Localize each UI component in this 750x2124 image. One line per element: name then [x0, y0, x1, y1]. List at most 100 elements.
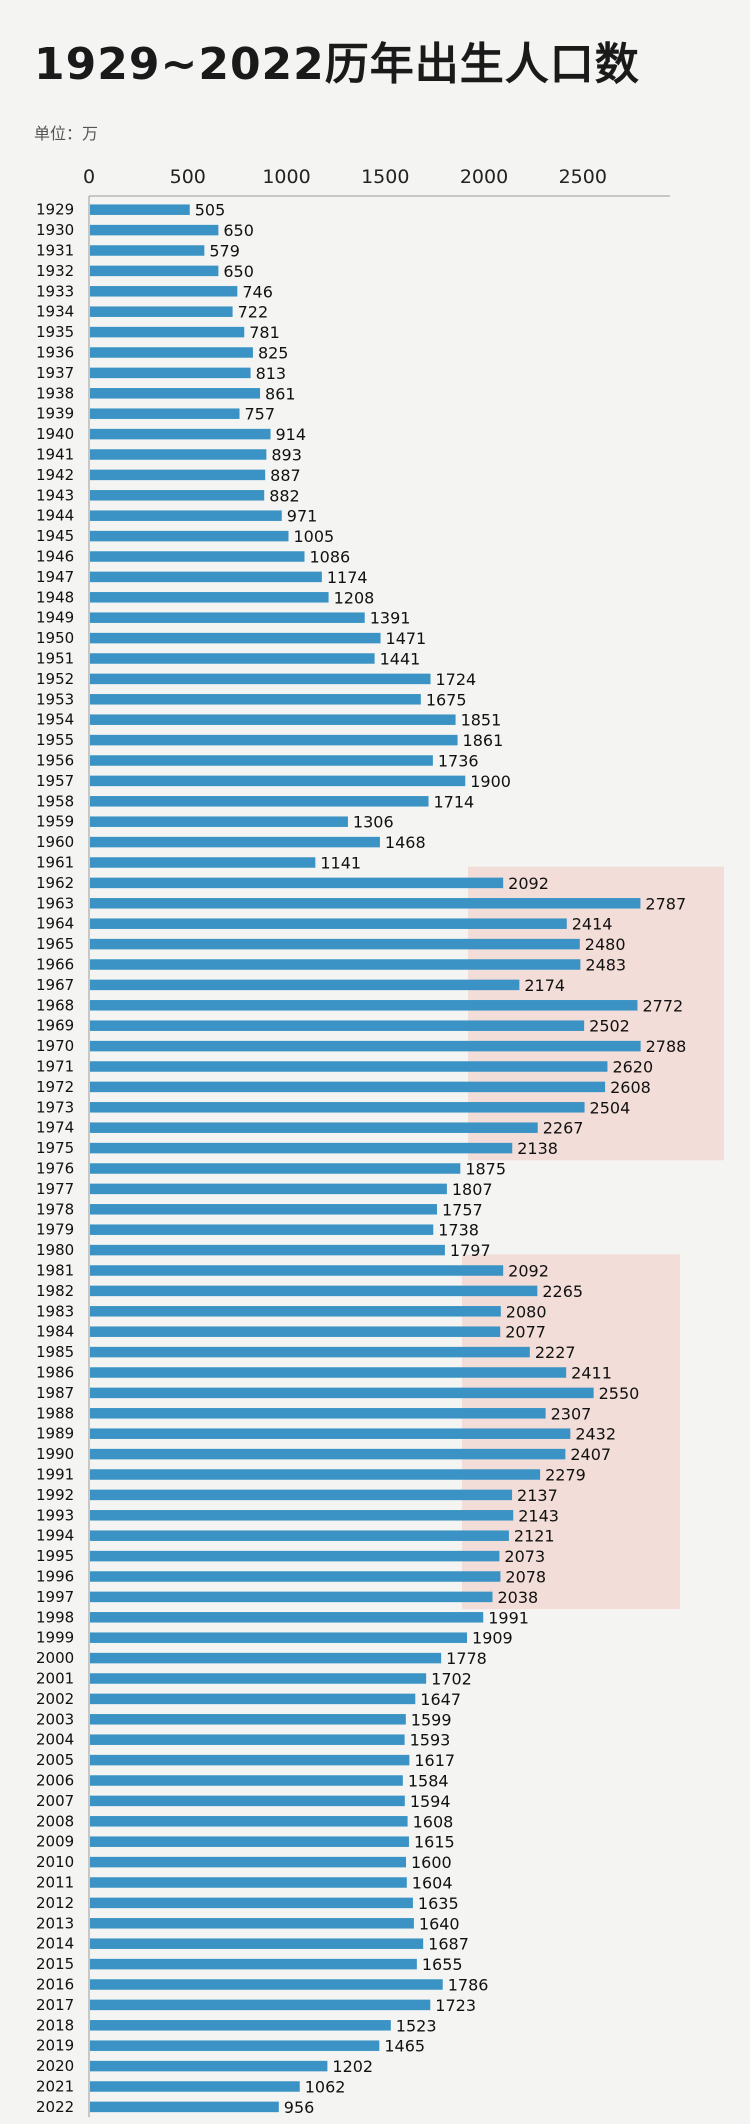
bar-1976: [90, 1163, 461, 1174]
year-label: 1952: [36, 670, 74, 688]
value-label-1950: 1471: [386, 629, 427, 648]
bar-1994: [90, 1530, 509, 1541]
year-label: 2014: [36, 1935, 74, 1953]
year-label: 1929: [36, 201, 74, 219]
year-label: 1955: [36, 731, 74, 749]
value-label-1949: 1391: [370, 609, 411, 628]
value-label-2006: 1584: [408, 1772, 449, 1791]
bar-1983: [90, 1306, 501, 1317]
bar-2016: [90, 1979, 443, 1990]
bar-2011: [90, 1877, 407, 1888]
x-tick-label: 500: [170, 166, 206, 188]
bar-2017: [90, 1999, 431, 2011]
bar-1986: [90, 1367, 567, 1378]
bar-2018: [90, 2020, 391, 2031]
year-label: 1979: [36, 1221, 74, 1239]
bar-1943: [90, 490, 265, 501]
bar-1977: [90, 1183, 447, 1195]
bar-2013: [90, 1918, 414, 1929]
bar-1966: [90, 959, 581, 970]
bar-2014: [90, 1938, 424, 1949]
value-label-1997: 2038: [498, 1588, 539, 1607]
year-label: 1999: [36, 1629, 74, 1647]
bar-2008: [90, 1816, 408, 1827]
year-label: 1993: [36, 1506, 74, 1524]
value-label-2019: 1465: [384, 2037, 425, 2056]
year-label: 1972: [36, 1078, 74, 1096]
bar-1931: [90, 245, 205, 256]
bar-1981: [90, 1265, 504, 1276]
year-label: 2010: [36, 1853, 74, 1871]
year-label: 2009: [36, 1833, 74, 1851]
value-label-1946: 1086: [309, 548, 350, 567]
bar-2020: [90, 2060, 328, 2072]
year-label: 1968: [36, 996, 74, 1014]
value-label-1956: 1736: [438, 752, 479, 771]
bar-1957: [90, 775, 466, 787]
bar-1982: [90, 1285, 538, 1297]
bar-1964: [90, 918, 567, 929]
bar-1944: [90, 510, 282, 521]
bar-2009: [90, 1836, 409, 1847]
year-label: 2003: [36, 1710, 74, 1728]
year-label: 1939: [36, 405, 74, 423]
year-label: 1949: [36, 609, 74, 627]
bar-1941: [90, 449, 267, 460]
bar-1954: [90, 714, 456, 725]
year-label: 1996: [36, 1568, 74, 1586]
year-label: 1965: [36, 935, 74, 953]
unit-label: 单位：万: [34, 124, 99, 143]
value-label-1991: 2279: [545, 1466, 586, 1485]
value-label-1952: 1724: [435, 670, 476, 689]
year-label: 1958: [36, 792, 74, 810]
value-label-1987: 2550: [599, 1384, 640, 1403]
bar-2002: [90, 1693, 416, 1705]
bar-1962: [90, 877, 504, 889]
bar-1930: [90, 224, 219, 236]
year-label: 1973: [36, 1098, 74, 1116]
value-label-1986: 2411: [571, 1364, 612, 1383]
value-label-2008: 1608: [413, 1812, 454, 1831]
year-label: 1950: [36, 629, 74, 647]
year-label: 2001: [36, 1670, 74, 1688]
year-label: 1943: [36, 486, 74, 504]
value-label-1935: 781: [249, 323, 280, 342]
year-label: 2004: [36, 1731, 74, 1749]
year-label: 1985: [36, 1343, 74, 1361]
year-label: 1930: [36, 221, 74, 239]
year-label: 1980: [36, 1241, 74, 1259]
year-label: 1941: [36, 446, 74, 464]
bar-2015: [90, 1958, 417, 1970]
value-label-1953: 1675: [426, 690, 467, 709]
value-label-1985: 2227: [535, 1343, 576, 1362]
value-label-1980: 1797: [450, 1241, 491, 1260]
value-label-1931: 579: [209, 242, 240, 261]
year-label: 2002: [36, 1690, 74, 1708]
value-label-2010: 1600: [411, 1853, 452, 1872]
year-label: 1948: [36, 588, 74, 606]
bar-2010: [90, 1856, 406, 1868]
year-label: 1960: [36, 833, 74, 851]
value-label-1978: 1757: [442, 1200, 483, 1219]
value-label-1966: 2483: [585, 956, 626, 975]
value-label-1932: 650: [223, 262, 254, 281]
bar-1951: [90, 653, 375, 664]
year-label: 1989: [36, 1425, 74, 1443]
year-label: 2012: [36, 1894, 74, 1912]
bar-1999: [90, 1632, 468, 1643]
bar-1980: [90, 1244, 445, 1256]
bar-1936: [90, 347, 253, 358]
bar-1929: [90, 204, 190, 215]
value-label-1972: 2608: [610, 1078, 651, 1097]
value-label-2009: 1615: [414, 1833, 455, 1852]
value-label-1970: 2788: [646, 1037, 687, 1056]
year-label: 2013: [36, 1914, 74, 1932]
year-label: 1977: [36, 1180, 74, 1198]
year-label: 1990: [36, 1445, 74, 1463]
value-label-1995: 2073: [504, 1547, 545, 1566]
bar-1934: [90, 306, 233, 317]
value-label-1979: 1738: [438, 1221, 479, 1240]
value-label-1959: 1306: [353, 813, 394, 832]
year-label: 2011: [36, 1874, 74, 1892]
